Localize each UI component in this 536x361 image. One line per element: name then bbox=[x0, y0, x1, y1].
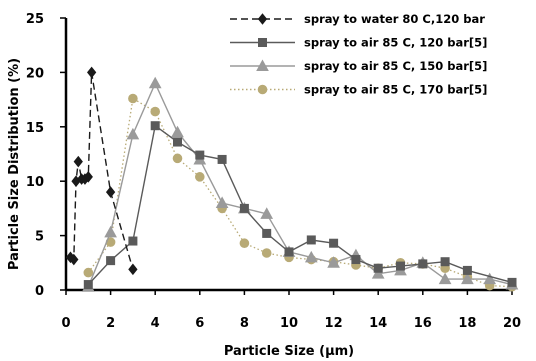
data-point bbox=[128, 236, 138, 246]
data-point bbox=[329, 238, 339, 248]
data-point bbox=[440, 257, 450, 267]
x-tick-label: 4 bbox=[151, 316, 160, 331]
data-point bbox=[128, 263, 138, 276]
series-line bbox=[70, 72, 134, 270]
x-tick-label: 6 bbox=[195, 316, 204, 331]
y-tick-label: 25 bbox=[26, 12, 44, 27]
series-3 bbox=[81, 76, 519, 292]
legend-item: spray to air 85 C, 150 bar[5] bbox=[230, 59, 487, 73]
data-point bbox=[104, 225, 117, 238]
data-point bbox=[126, 127, 140, 140]
data-point bbox=[396, 261, 405, 271]
legend-marker bbox=[257, 84, 268, 95]
data-point bbox=[239, 238, 250, 249]
y-axis-label: Particle Size Distribution (%) bbox=[7, 58, 22, 270]
data-point bbox=[418, 259, 428, 269]
data-point bbox=[462, 265, 472, 275]
data-point bbox=[260, 207, 274, 219]
data-point bbox=[172, 153, 183, 164]
data-point bbox=[150, 106, 160, 117]
x-tick-label: 20 bbox=[503, 316, 521, 331]
data-point bbox=[106, 256, 116, 266]
data-point bbox=[83, 280, 93, 290]
y-tick-label: 0 bbox=[35, 284, 44, 299]
x-tick-label: 12 bbox=[325, 316, 343, 331]
data-point bbox=[83, 171, 93, 183]
data-point bbox=[239, 203, 249, 213]
legend-label: spray to air 85 C, 120 bar[5] bbox=[304, 36, 487, 50]
data-point bbox=[150, 121, 160, 131]
data-point bbox=[73, 155, 83, 168]
x-tick-label: 14 bbox=[369, 316, 387, 331]
axis-ticks: 0 5 10 15 20 25 0 2 4 6 8 10 12 14 16 18 20 bbox=[26, 12, 521, 331]
data-point bbox=[304, 250, 318, 263]
data-point bbox=[306, 235, 316, 245]
x-tick-label: 2 bbox=[106, 316, 115, 331]
series-2 bbox=[83, 121, 517, 290]
data-point bbox=[195, 150, 205, 160]
legend-marker bbox=[256, 59, 269, 71]
data-point bbox=[195, 172, 205, 182]
x-axis-label: Particle Size (µm) bbox=[224, 344, 354, 359]
series-1 bbox=[65, 66, 138, 276]
data-point bbox=[171, 125, 184, 138]
data-point bbox=[284, 247, 294, 257]
data-point bbox=[173, 137, 182, 147]
x-tick-label: 18 bbox=[458, 316, 476, 331]
plot-area bbox=[65, 66, 519, 292]
legend-label: spray to air 85 C, 150 bar[5] bbox=[304, 59, 487, 73]
legend-item: spray to water 80 C,120 bar bbox=[230, 12, 485, 26]
x-tick-label: 10 bbox=[280, 316, 298, 331]
data-point bbox=[371, 267, 385, 279]
legend-item: spray to air 85 C, 170 bar[5] bbox=[230, 83, 487, 97]
legend-label: spray to water 80 C,120 bar bbox=[304, 12, 485, 26]
data-point bbox=[217, 154, 227, 164]
data-point bbox=[148, 76, 162, 89]
data-point bbox=[87, 66, 97, 79]
y-tick-label: 20 bbox=[26, 66, 44, 81]
y-tick-label: 5 bbox=[35, 230, 44, 245]
chart-legend: spray to water 80 C,120 bar spray to air … bbox=[230, 12, 487, 97]
data-point bbox=[438, 272, 452, 285]
data-point bbox=[215, 196, 229, 208]
x-tick-label: 8 bbox=[240, 316, 249, 331]
data-point bbox=[128, 93, 138, 104]
y-tick-label: 10 bbox=[26, 175, 44, 190]
data-point bbox=[351, 255, 361, 265]
data-point bbox=[69, 253, 79, 266]
y-tick-label: 15 bbox=[26, 121, 44, 136]
series-4 bbox=[83, 93, 517, 292]
data-point bbox=[262, 228, 272, 238]
data-point bbox=[373, 263, 383, 273]
data-point bbox=[483, 272, 497, 285]
data-point bbox=[83, 267, 94, 278]
data-point bbox=[327, 256, 340, 268]
legend-marker bbox=[258, 38, 267, 47]
series-line bbox=[87, 81, 513, 287]
data-point bbox=[507, 277, 517, 287]
data-point bbox=[105, 186, 116, 198]
legend-marker bbox=[257, 13, 268, 25]
series-line bbox=[87, 97, 513, 288]
legend-label: spray to air 85 C, 170 bar[5] bbox=[304, 83, 487, 97]
x-tick-label: 16 bbox=[414, 316, 432, 331]
x-tick-label: 0 bbox=[61, 316, 70, 331]
data-point bbox=[461, 272, 474, 285]
legend-item: spray to air 85 C, 120 bar[5] bbox=[230, 36, 487, 50]
data-point bbox=[261, 248, 272, 258]
